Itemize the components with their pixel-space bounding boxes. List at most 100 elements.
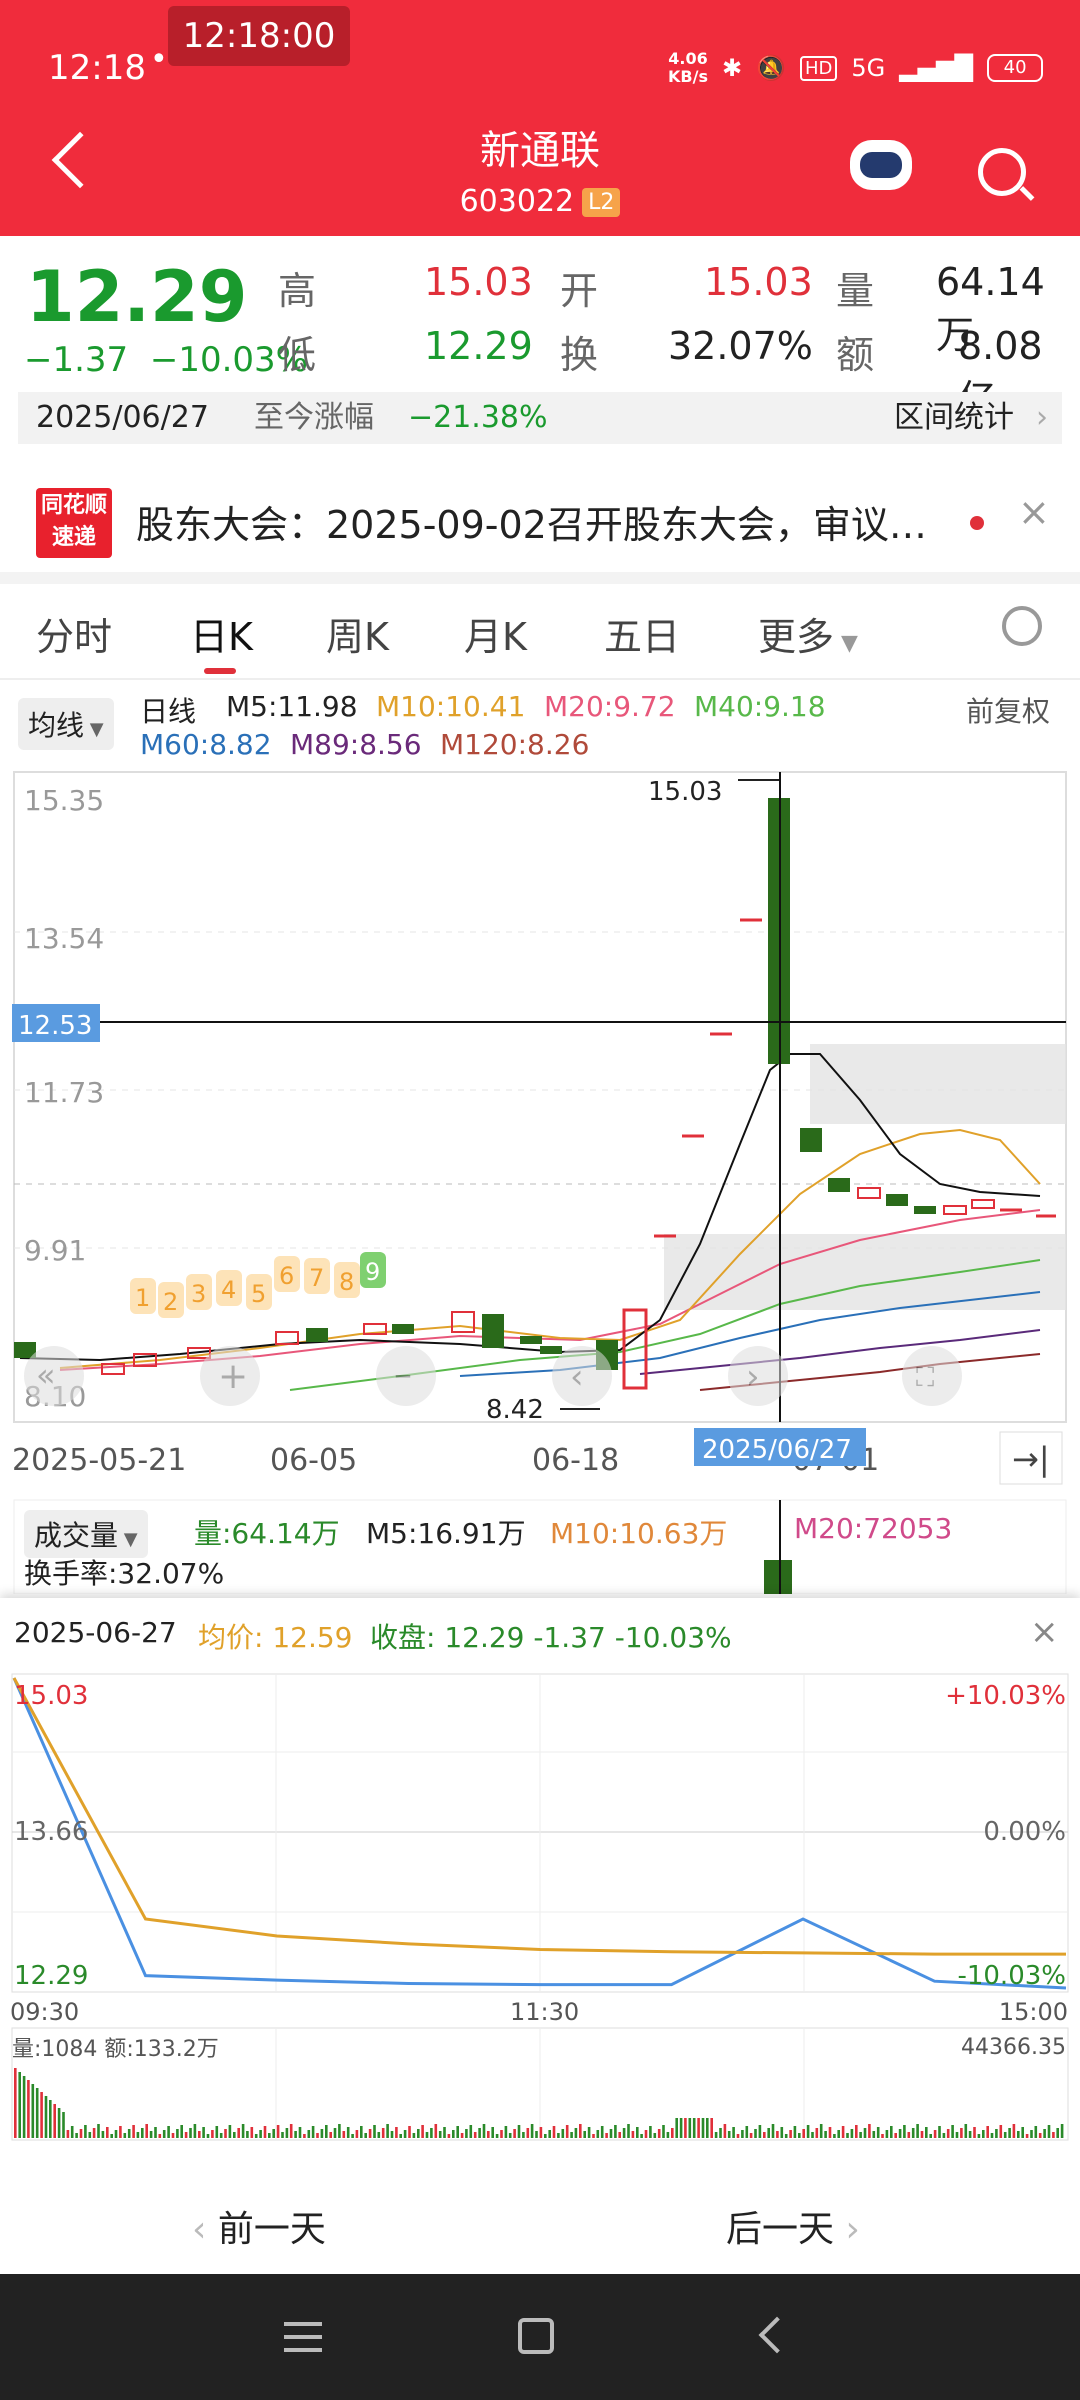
jump-latest-button[interactable] [999,1431,1063,1485]
volume-bar [815,2128,819,2138]
close-icon[interactable]: × [1030,1612,1059,1652]
volume-bar [741,2130,744,2138]
volume-bar [990,2133,994,2138]
candle [520,1336,542,1344]
volume-bar [49,2100,52,2138]
volume-bar [898,2129,902,2138]
volume-bar [1056,2128,1059,2138]
volume-bar [425,2132,429,2138]
news-text[interactable]: 股东大会：2025-09-02召开股东大会，审议… [136,503,927,547]
l2-badge[interactable]: L2 [582,188,621,217]
volume-bar [495,2134,499,2138]
volume-bar [736,2134,740,2138]
prev-icon[interactable] [552,1346,612,1406]
volume-bar [329,2132,332,2138]
volume-bar [66,2130,70,2138]
intraday-lines [12,1677,1067,1990]
robot-assistant-icon[interactable] [850,140,912,190]
volume-bar [215,2126,219,2138]
volume-bar [311,2126,315,2138]
tab-fenshi[interactable]: 分时 [36,615,113,659]
volume-bar [1017,2131,1020,2138]
volume-bar [592,2134,595,2138]
volume-bar [355,2130,359,2138]
volume-bar [27,2080,30,2138]
volume-bar [272,2129,275,2138]
volume-bar [114,2130,118,2138]
candle [392,1324,414,1334]
x-label: 06-05 [270,1443,357,1478]
ma-selector[interactable]: 均线 ▼ [18,698,114,750]
volume-bar [885,2130,889,2138]
chart-controls[interactable]: « + – ‹ › ⛶ [24,1346,962,1406]
volume-m10: M10:10.63万 [550,1517,728,1550]
svg-text:6: 6 [279,1262,294,1290]
volume-bar [784,2134,788,2138]
change-value: −1.37 [24,340,129,380]
volume-indicator-selector[interactable]: 成交量 ▼ [24,1510,148,1558]
turnover-rate: 换手率:32.07% [24,1557,225,1590]
chevron-right-icon: › [834,2209,860,2250]
menu-icon[interactable] [284,2322,322,2352]
zoom-out-icon[interactable] [376,1346,436,1406]
volume-bar [587,2127,591,2138]
volume-bar [303,2134,306,2138]
volume-bar [84,2125,87,2138]
volume-bar [79,2129,83,2138]
back-icon[interactable] [758,2316,796,2354]
volume-bar [811,2132,814,2138]
volume-bar [942,2133,946,2138]
tab-monthly-k[interactable]: 月K [464,615,527,659]
interval-stats-link[interactable]: 区间统计 [894,400,1014,435]
svg-text:«: « [36,1356,56,1394]
tab-weekly-k[interactable]: 周K [326,615,389,659]
candle [133,1353,157,1367]
volume-bar [535,2131,538,2138]
tab-more[interactable]: 更多 ▼ [758,615,858,659]
network-speed: 4.06 KB/s [668,49,708,86]
volume-bar [894,2133,897,2138]
y-top-price: 15.03 [14,1681,88,1711]
volume-bar [1030,2130,1033,2138]
volume-bar [1047,2125,1051,2138]
y-bot-price: 12.29 [14,1961,88,1991]
news-logo: 同花顺 速递 [36,488,112,558]
volume-bar [364,2133,367,2138]
news-ticker[interactable]: 同花顺 速递 股东大会：2025-09-02召开股东大会，审议… × [0,470,1080,570]
volume-bar [841,2126,845,2138]
ma40-value: M40:9.18 [694,690,826,723]
kline-chart[interactable]: 15.35 13.54 11.73 9.91 8.10 1 2 3 4 5 6 … [0,764,1080,1594]
candle [857,1187,881,1199]
settings-icon[interactable] [1002,606,1042,646]
tab-five-day[interactable]: 五日 [604,615,681,659]
zoom-in-icon[interactable] [200,1346,260,1406]
volume-bar [596,2130,600,2138]
intraday-chart[interactable]: 15.03 13.66 12.29 +10.03% 0.00% -10.03% … [0,1672,1080,2142]
volume-bar [876,2127,880,2138]
volume-bar [342,2131,346,2138]
volume-bar [149,2131,153,2138]
interval-bar[interactable]: 2025/06/27 至今涨幅 −21.38% 区间统计 › [18,392,1062,444]
fullscreen-icon[interactable] [902,1346,962,1406]
next-icon[interactable] [728,1346,788,1406]
volume-bar [395,2127,398,2138]
time-start: 09:30 [10,1998,79,2026]
x-label: 06-18 [532,1443,619,1478]
volume-bar [552,2126,556,2138]
adjust-mode[interactable]: 前复权 [966,695,1051,728]
volume-bar [780,2127,784,2138]
volume-bar [18,2072,21,2138]
home-icon[interactable] [518,2318,554,2354]
next-day-button[interactable]: 后一天 › [726,2209,860,2250]
prev-day-button[interactable]: ‹ 前一天 [192,2209,326,2250]
change-percent: −10.03% [149,340,308,380]
search-icon[interactable] [978,148,1026,196]
volume-bar [298,2127,302,2138]
scroll-left-icon[interactable] [24,1346,84,1406]
open-value: 15.03 [704,260,813,304]
volume-bar [452,2130,455,2138]
tab-daily-k[interactable]: 日K [190,615,253,659]
volume-bar [640,2134,643,2138]
close-icon[interactable]: × [1018,490,1050,534]
volume-bar [544,2134,547,2138]
